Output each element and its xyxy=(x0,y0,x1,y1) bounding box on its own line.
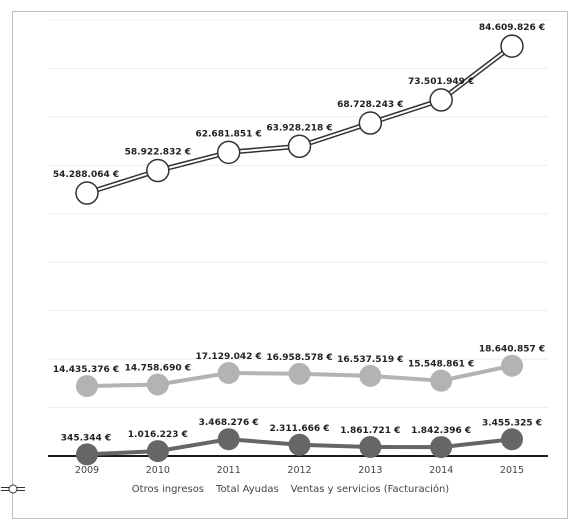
data-label: 345.344 € xyxy=(61,433,111,443)
legend-swatch xyxy=(1,484,25,494)
x-tick-label: 2010 xyxy=(146,465,170,476)
data-label: 1.016.223 € xyxy=(128,430,188,440)
data-label: 84.609.826 € xyxy=(479,23,545,33)
data-label: 3.468.276 € xyxy=(199,418,259,428)
data-point xyxy=(430,369,453,392)
data-point xyxy=(358,111,383,135)
data-label: 1.842.396 € xyxy=(411,426,471,436)
data-label: 73.501.949 € xyxy=(408,77,474,87)
legend-item: Otros ingresos xyxy=(1,484,205,495)
chart-frame xyxy=(12,11,568,519)
x-tick-label: 2015 xyxy=(500,465,524,476)
data-label: 16.958.578 € xyxy=(266,353,332,363)
x-tick-label: 2013 xyxy=(358,465,382,476)
data-point xyxy=(146,373,169,396)
data-label: 1.861.721 € xyxy=(340,426,400,436)
data-label: 58.922.832 € xyxy=(125,148,191,158)
data-point xyxy=(500,34,524,58)
data-label: 18.640.857 € xyxy=(479,345,545,355)
data-point xyxy=(359,435,382,458)
data-point xyxy=(429,88,453,112)
data-labels: 345.344 € 1.016.223 € 3.468.276 € 2.311.666… xyxy=(53,23,545,443)
data-label: 17.129.042 € xyxy=(195,352,261,362)
legend-item: Total Ayudas xyxy=(1,484,279,495)
data-label: 3.455.325 € xyxy=(482,418,542,428)
data-point xyxy=(501,354,523,377)
data-point xyxy=(217,428,240,451)
data-label: 2.311.666 € xyxy=(269,424,329,434)
data-label: 14.758.690 € xyxy=(125,364,191,374)
data-label: 16.537.519 € xyxy=(337,355,403,365)
x-tick-label: 2011 xyxy=(217,465,241,476)
legend-item: Ventas y servicios (Facturación) xyxy=(1,484,450,495)
data-point xyxy=(217,362,240,385)
legend-label: Ventas y servicios (Facturación) xyxy=(290,484,450,495)
data-point xyxy=(288,362,311,385)
data-point xyxy=(501,428,523,451)
x-tick-label: 2012 xyxy=(287,465,311,476)
data-label: 15.548.861 € xyxy=(408,360,474,370)
data-label: 68.728.243 € xyxy=(337,100,403,110)
data-point xyxy=(287,134,312,159)
data-point xyxy=(146,158,170,183)
data-point xyxy=(75,181,99,205)
data-point xyxy=(76,443,98,466)
legend: Otros ingresos Total Ayudas Ventas y servi… xyxy=(0,484,581,495)
legend-label: Otros ingresos xyxy=(131,484,205,495)
data-point xyxy=(76,375,98,398)
gridlines xyxy=(48,19,548,409)
data-point xyxy=(288,433,311,456)
legend-marker xyxy=(8,484,18,494)
data-point xyxy=(359,364,382,387)
data-label: 62.681.851 € xyxy=(195,129,261,139)
x-tick-label: 2009 xyxy=(75,465,99,476)
data-label: 54.288.064 € xyxy=(53,170,119,180)
x-tick-labels: 2009 2010 2011 2012 2013 2014 2015 xyxy=(75,465,524,476)
data-label: 14.435.376 € xyxy=(53,365,119,375)
legend-label: Total Ayudas xyxy=(216,484,279,495)
data-point xyxy=(216,140,241,165)
x-tick-label: 2014 xyxy=(429,465,453,476)
series-lines xyxy=(75,34,524,466)
data-point xyxy=(430,436,453,459)
data-point xyxy=(146,440,169,463)
data-label: 63.928.218 € xyxy=(266,123,332,133)
